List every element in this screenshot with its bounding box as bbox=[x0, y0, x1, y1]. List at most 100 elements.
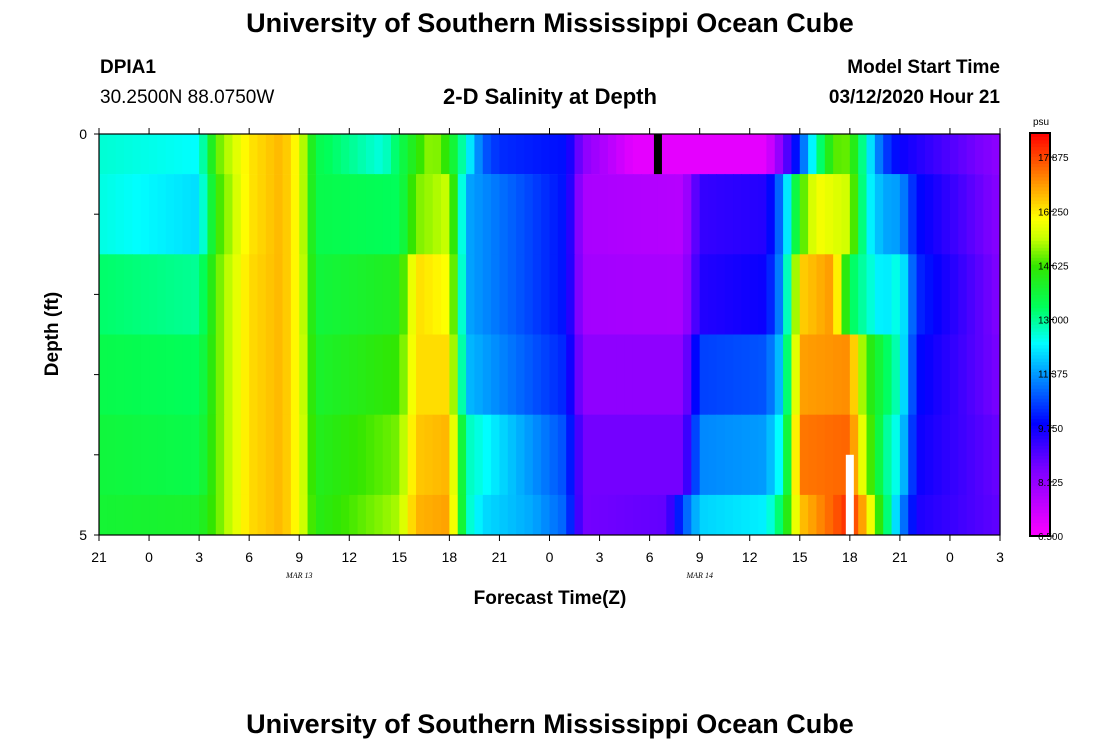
heatmap-cell bbox=[574, 414, 584, 496]
heatmap-cell bbox=[858, 334, 868, 415]
heatmap-cell bbox=[574, 134, 584, 175]
heatmap-cell bbox=[290, 334, 300, 415]
heatmap-cell bbox=[257, 494, 267, 536]
heatmap-cell bbox=[491, 494, 501, 536]
heatmap-cell bbox=[107, 414, 117, 496]
heatmap-cell bbox=[883, 414, 893, 496]
heatmap-cell bbox=[215, 134, 225, 175]
heatmap-cell bbox=[849, 174, 859, 255]
heatmap-cell bbox=[482, 134, 492, 175]
heatmap-cell bbox=[599, 134, 609, 175]
colorbar-swatch bbox=[1030, 143, 1050, 148]
heatmap-cell bbox=[908, 414, 918, 496]
heatmap-cell bbox=[524, 174, 534, 255]
x-tick-label: 21 bbox=[492, 549, 508, 565]
heatmap-cell bbox=[974, 254, 984, 335]
heatmap-cell bbox=[157, 174, 167, 255]
heatmap-cell bbox=[115, 414, 125, 496]
heatmap-cell bbox=[616, 174, 626, 255]
heatmap-cell bbox=[315, 334, 325, 415]
heatmap-cell bbox=[282, 414, 292, 496]
heatmap-cell bbox=[858, 494, 868, 536]
heatmap-cell bbox=[240, 134, 250, 175]
heatmap-cell bbox=[532, 174, 542, 255]
heatmap-cell bbox=[824, 494, 834, 536]
heatmap-cell bbox=[758, 134, 767, 175]
heatmap-cell bbox=[758, 174, 767, 255]
heatmap-cell bbox=[174, 414, 184, 496]
heatmap-cell bbox=[566, 174, 576, 255]
colorbar-swatch bbox=[1030, 136, 1050, 141]
heatmap-cell bbox=[541, 334, 551, 415]
heatmap-cell bbox=[257, 254, 267, 335]
heatmap-cell bbox=[624, 134, 634, 175]
heatmap-cell bbox=[482, 414, 492, 496]
heatmap-cell bbox=[983, 254, 993, 335]
heatmap-cell bbox=[724, 334, 734, 415]
heatmap-cell bbox=[657, 494, 667, 536]
heatmap-cell bbox=[582, 414, 592, 496]
heatmap-cell bbox=[124, 134, 133, 175]
heatmap-cell bbox=[958, 134, 968, 175]
heatmap-cell bbox=[340, 334, 350, 415]
heatmap-cell bbox=[958, 414, 968, 496]
heatmap-cell bbox=[899, 414, 909, 496]
colorbar-swatch bbox=[1030, 482, 1050, 487]
heatmap-cell bbox=[157, 414, 167, 496]
heatmap-cell bbox=[657, 254, 667, 335]
heatmap-cell bbox=[115, 174, 125, 255]
heatmap-cell bbox=[107, 494, 117, 536]
heatmap-cell bbox=[557, 254, 567, 335]
heatmap-cell bbox=[682, 334, 692, 415]
heatmap-cell bbox=[390, 414, 400, 496]
heatmap-cell bbox=[974, 134, 984, 175]
colorbar-swatch bbox=[1030, 230, 1050, 235]
heatmap-cell bbox=[374, 414, 384, 496]
heatmap-cell bbox=[407, 414, 417, 496]
heatmap-cell bbox=[132, 334, 142, 415]
heatmap-cell bbox=[516, 134, 526, 175]
heatmap-cell bbox=[315, 174, 325, 255]
heatmap-markers bbox=[653, 134, 854, 535]
heatmap-cell bbox=[924, 254, 934, 335]
heatmap-cell bbox=[933, 334, 943, 415]
heatmap-cell bbox=[791, 334, 801, 415]
heatmap-cell bbox=[207, 134, 217, 175]
heatmap-cell bbox=[132, 254, 142, 335]
colorbar-swatch bbox=[1030, 280, 1050, 285]
colorbar-tick-label: 6.500 bbox=[1038, 532, 1063, 543]
colorbar-swatch bbox=[1030, 294, 1050, 299]
heatmap-cell bbox=[824, 334, 834, 415]
heatmap-cell bbox=[816, 494, 826, 536]
heatmap-cell bbox=[708, 414, 717, 496]
heatmap-cell bbox=[257, 414, 267, 496]
colorbar-swatch bbox=[1030, 139, 1050, 144]
heatmap-cell bbox=[591, 494, 601, 536]
heatmap-cell bbox=[733, 134, 742, 175]
heatmap-cell bbox=[933, 414, 943, 496]
heatmap-cell bbox=[624, 494, 634, 536]
heatmap-cell bbox=[641, 134, 651, 175]
colorbar-swatch bbox=[1030, 304, 1050, 309]
heatmap-cell bbox=[482, 254, 492, 335]
heatmap-cell bbox=[365, 174, 375, 255]
heatmap-cell bbox=[457, 134, 467, 175]
x-tick-label: 15 bbox=[392, 549, 408, 565]
heatmap-cell bbox=[124, 334, 133, 415]
heatmap-cell bbox=[582, 334, 592, 415]
colorbar-swatch bbox=[1030, 515, 1050, 520]
heatmap-cell bbox=[616, 254, 626, 335]
colorbar-tick-label: 11.375 bbox=[1038, 370, 1068, 381]
heatmap-cell bbox=[474, 334, 484, 415]
heatmap-cell bbox=[190, 134, 200, 175]
heatmap-cell bbox=[332, 494, 342, 536]
heatmap-cell bbox=[749, 414, 759, 496]
colorbar-swatch bbox=[1030, 391, 1050, 396]
heatmap-cell bbox=[257, 334, 267, 415]
heatmap-cell bbox=[899, 494, 909, 536]
heatmap-cell bbox=[591, 134, 601, 175]
heatmap-cell bbox=[424, 414, 434, 496]
heatmap-cell bbox=[182, 494, 192, 536]
colorbar-swatch bbox=[1030, 297, 1050, 302]
heatmap-cell bbox=[641, 414, 651, 496]
